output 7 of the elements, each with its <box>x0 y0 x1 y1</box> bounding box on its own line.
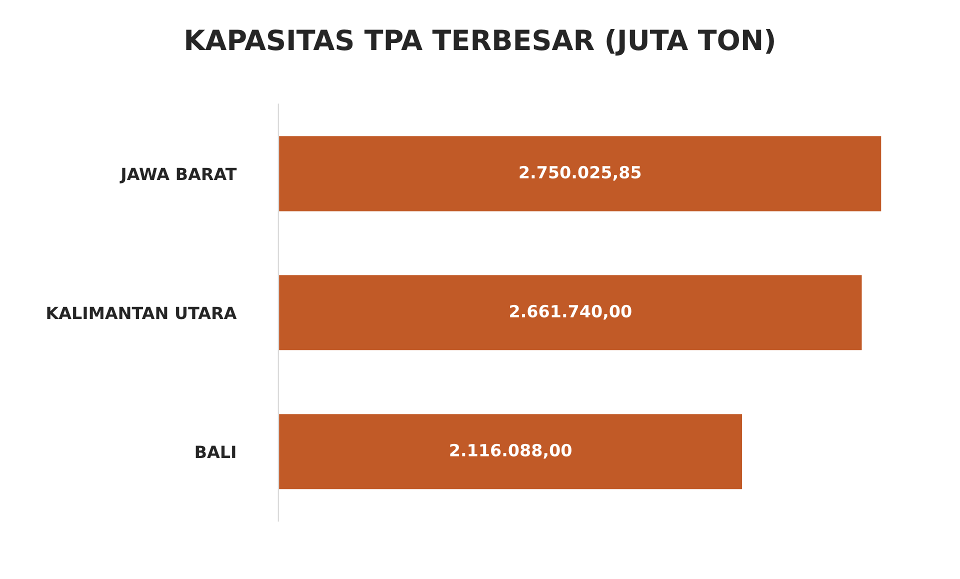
data-label: 2.116.088,00 <box>450 444 572 459</box>
chart-title: KAPASITAS TPA TERBESAR (JUTA TON) <box>186 28 774 56</box>
y-tick-label: JAWA BARAT <box>120 168 237 184</box>
data-label: 2.661.740,00 <box>510 304 632 320</box>
data-label: 2.750.025,85 <box>520 166 641 181</box>
y-tick-label: KALIMANTAN UTARA <box>47 306 237 320</box>
y-tick-label: BALI <box>196 446 236 458</box>
